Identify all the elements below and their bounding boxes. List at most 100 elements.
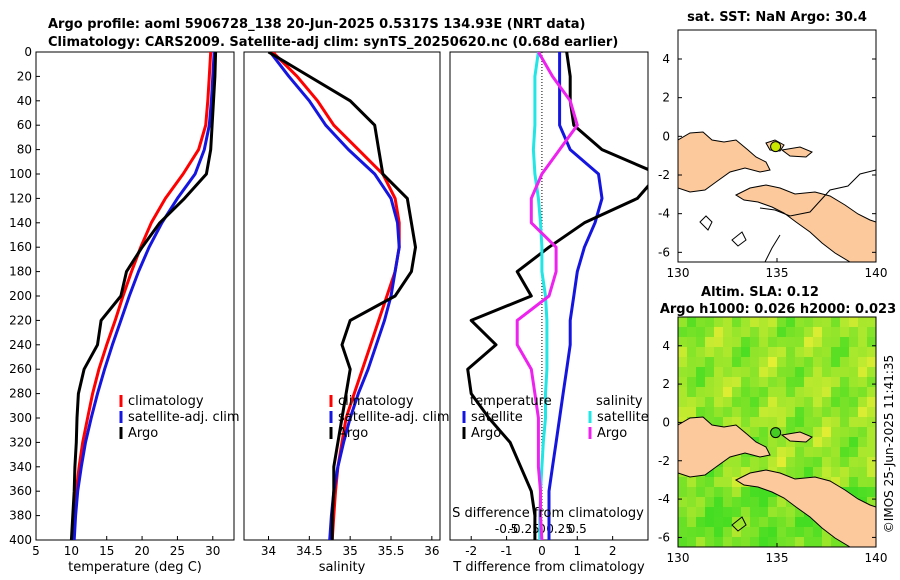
sla-cell [741, 317, 751, 328]
sla-cell [705, 327, 715, 338]
sla-cell [759, 367, 769, 378]
sla-cell [822, 387, 832, 398]
sla-cell [849, 447, 859, 458]
sla-cell [768, 417, 778, 428]
sla-cell [795, 357, 805, 368]
sla-cell [831, 457, 841, 468]
legend-satellite: satellite-adj. clim [128, 410, 240, 425]
sla-cell [858, 377, 868, 388]
sla-cell [750, 457, 760, 468]
legend-argo: Argo [338, 426, 368, 441]
sla-cell [813, 367, 823, 378]
sla-cell [696, 487, 706, 498]
y-tick-label: 140 [9, 216, 32, 230]
sla-cell [786, 397, 796, 408]
s-diff-tick-label: 0.5 [568, 522, 587, 536]
s-difference-xlabel: S difference from climatology [452, 506, 644, 521]
sla-cell [849, 417, 859, 428]
sla-cell [741, 417, 751, 428]
series-line-salinity-satellite [531, 52, 549, 540]
sla-cell [705, 477, 715, 488]
sla-cell [705, 537, 715, 547]
sla-cell [786, 457, 796, 468]
sla-cell [768, 517, 778, 528]
sla-cell [777, 387, 787, 398]
sla-cell [741, 397, 751, 408]
sla-cell [759, 407, 769, 418]
sla-cell [696, 407, 706, 418]
sla-cell [714, 487, 724, 498]
sla-cell [759, 347, 769, 358]
sla-cell [696, 527, 706, 538]
sla-cell [822, 317, 832, 328]
sla-cell [759, 417, 769, 428]
sla-cell [795, 347, 805, 358]
sla-cell [732, 517, 742, 528]
sla-map-subtitle: Argo h1000: 0.026 h2000: 0.023 [660, 302, 896, 317]
sla-cell [741, 507, 751, 518]
sla-cell [723, 377, 733, 388]
sla-cell [741, 487, 751, 498]
sla-cell [858, 417, 868, 428]
sla-cell [786, 317, 796, 328]
sla-cell [786, 417, 796, 428]
sla-cell [678, 317, 688, 328]
sla-cell [822, 437, 832, 448]
sla-cell [750, 407, 760, 418]
land-island [699, 215, 713, 231]
sla-cell [858, 447, 868, 458]
sla-cell [678, 517, 688, 528]
sla-heatmap [678, 317, 876, 547]
sla-cell [858, 327, 868, 338]
sla-cell [813, 347, 823, 358]
difference-panel: -2 -1 0 1 2 -0.5-0.250 0.250.5 T difference f… [449, 51, 649, 575]
y-tick-label: 180 [9, 265, 32, 279]
sla-cell [714, 497, 724, 508]
sla-cell [768, 407, 778, 418]
x-tick-label: 5 [32, 544, 40, 558]
sla-cell [858, 477, 868, 488]
sla-cell [831, 407, 841, 418]
sla-cell [867, 477, 876, 488]
sst-map-panel: sat. SST: NaN Argo: 30.4 130 135 140 4 2 0 -2 -… [658, 10, 887, 280]
sla-cell [777, 367, 787, 378]
sla-cell [714, 417, 724, 428]
sla-cell [705, 487, 715, 498]
sla-cell [777, 377, 787, 388]
sla-cell [759, 517, 769, 528]
sla-cell [786, 507, 796, 518]
sla-cell [714, 327, 724, 338]
sla-cell [777, 397, 787, 408]
sla-cell [840, 377, 850, 388]
sla-cell [831, 417, 841, 428]
sla-cell [687, 347, 697, 358]
series-line-salinity-argo [515, 52, 579, 540]
sla-cell [714, 367, 724, 378]
sla-cell [732, 497, 742, 508]
sla-cell [813, 437, 823, 448]
sla-cell [777, 437, 787, 448]
sla-cell [858, 427, 868, 438]
x-tick-label: 35.5 [378, 544, 405, 558]
salinity-axes-frame [243, 51, 441, 541]
sla-cell [858, 437, 868, 448]
sla-cell [858, 467, 868, 478]
sla-cell [777, 467, 787, 478]
sla-cell [804, 457, 814, 468]
sla-cell [723, 367, 733, 378]
sla-cell [723, 327, 733, 338]
sla-cell [795, 507, 805, 518]
sla-cell [696, 367, 706, 378]
sla-cell [786, 427, 796, 438]
sla-cell [858, 357, 868, 368]
y-tick-label: 60 [17, 118, 32, 132]
sst-map-ticks: 130 135 140 4 2 0 -2 -4 -6 [658, 52, 887, 280]
sla-cell [795, 437, 805, 448]
sla-cell [732, 327, 742, 338]
sla-cell [723, 457, 733, 468]
y-tick-label: 160 [9, 240, 32, 254]
sla-cell [714, 527, 724, 538]
y-tick-label: 80 [17, 143, 32, 157]
sla-cell [732, 377, 742, 388]
sla-cell [813, 457, 823, 468]
